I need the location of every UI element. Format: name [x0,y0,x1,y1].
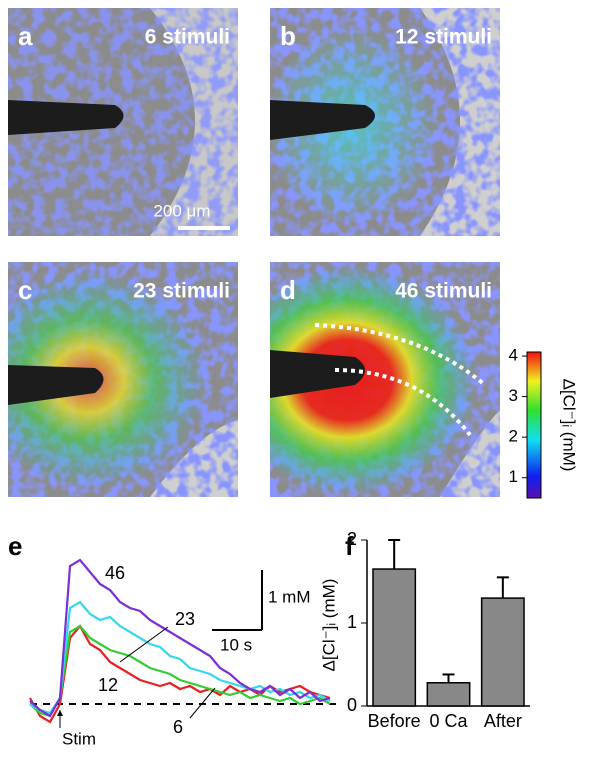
image-panel-c [8,262,238,497]
x-tick-label: 0 Ca [429,711,468,731]
series-label: 23 [175,609,195,629]
panel-caption: 23 stimuli [133,280,230,303]
y-tick-label: 2 [347,529,357,549]
stim-label: Stim [62,729,96,748]
x-tick-label: After [484,711,522,731]
y-tick-label: 0 [347,695,357,715]
leader [119,626,169,663]
trace [29,600,331,715]
scale-bar-label: 200 μm [153,201,210,220]
trace [29,624,331,718]
image-panel-a [8,8,238,236]
series-label: 6 [173,717,183,737]
y-axis-label: Δ[Cl⁻]ᵢ (mM) [319,579,338,672]
y-tick-label: 1 [347,612,357,632]
bar [480,597,525,707]
panel-label: f [345,531,354,561]
panel-caption: 46 stimuli [395,280,492,303]
stim-arrow [57,710,63,716]
panel-caption: 12 stimuli [395,26,492,49]
colorbar-tick-label: 2 [509,427,518,446]
panel-caption: 6 stimuli [145,26,230,49]
colorbar [526,351,542,499]
scalebar-x-label: 10 s [220,635,252,654]
colorbar-tick-label: 3 [509,386,518,405]
bar [372,568,417,707]
panel-label: e [8,531,22,561]
colorbar-label: Δ[Cl⁻]ᵢ (mM) [560,379,579,472]
leader [189,687,216,719]
series-label: 12 [98,675,118,695]
panel-label: a [18,21,33,51]
colorbar-tick-label: 1 [509,467,518,486]
panel-label: d [280,275,296,305]
trace [29,558,331,718]
series-label: 46 [105,563,125,583]
scalebar-y-label: 1 mM [268,587,311,606]
colorbar-tick-label: 4 [509,346,518,365]
x-tick-label: Before [368,711,421,731]
image-panel-b [270,8,500,236]
image-panel-d [270,262,500,497]
bar [426,682,471,707]
panel-label: b [280,21,296,51]
trace [29,624,331,724]
panel-label: c [18,275,32,305]
